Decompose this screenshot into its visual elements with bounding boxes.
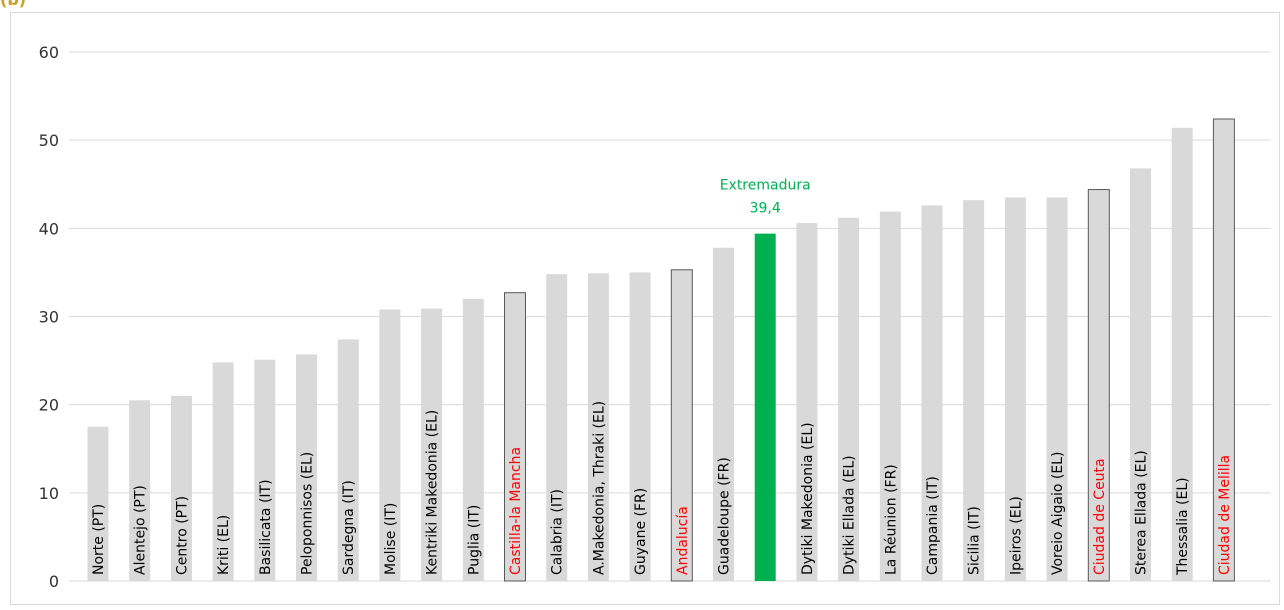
category-label: Centro (PT)	[174, 496, 190, 575]
y-tick-label: 10	[39, 484, 59, 503]
category-label: Molise (IT)	[383, 503, 399, 575]
category-label: Sterea Ellada (EL)	[1134, 450, 1150, 575]
category-label: Ciudad de Ceuta	[1092, 458, 1108, 575]
bar-extremadura	[755, 234, 776, 581]
category-label: Kriti (EL)	[216, 515, 232, 575]
category-label: Kentriki Makedonia (EL)	[425, 410, 441, 575]
category-label: La Réunion (FR)	[883, 464, 899, 575]
category-label: Peloponnisos (EL)	[300, 452, 316, 575]
y-tick-label: 20	[39, 396, 59, 415]
highlight-annotation: Extremadura 39,4	[720, 178, 811, 217]
category-label: Thessalia (EL)	[1175, 477, 1191, 576]
category-label: Voreio Aigaio (EL)	[1050, 452, 1066, 575]
panel-label: (b)	[0, 0, 26, 9]
category-label: Basilicata (IT)	[258, 479, 274, 575]
category-label: Guadeloupe (FR)	[717, 457, 733, 575]
highlight-value-label: 39,4	[750, 201, 781, 217]
category-label: Norte (PT)	[91, 504, 107, 575]
category-label: Calabria (IT)	[550, 489, 566, 575]
y-axis: 0 10 20 30 40 50 60	[39, 43, 59, 591]
y-tick-label: 0	[49, 572, 59, 591]
category-label: Alentejo (PT)	[133, 485, 149, 575]
category-label: Guyane (FR)	[633, 488, 649, 575]
highlight-name-label: Extremadura	[720, 178, 811, 194]
category-label: Campania (IT)	[925, 476, 941, 575]
category-label: Dytiki Makedonia (EL)	[800, 422, 816, 575]
category-label: Ipeiros (EL)	[1008, 496, 1024, 575]
y-tick-label: 50	[39, 131, 59, 150]
category-label: Sardegna (IT)	[341, 480, 357, 575]
y-tick-label: 60	[39, 43, 59, 62]
category-label: Puglia (IT)	[466, 505, 482, 575]
category-label: Ciudad de Melilla	[1217, 455, 1233, 575]
y-tick-label: 40	[39, 219, 59, 238]
category-label: Sicilia (IT)	[967, 506, 983, 575]
category-label: Dytiki Ellada (EL)	[842, 455, 858, 575]
category-label: A.Makedonia, Thraki (EL)	[591, 401, 607, 575]
chart-frame: 0 10 20 30 40 50 60 Norte (PT) Alentejo (PT) Cen…	[10, 12, 1280, 605]
category-label: Castilla-la Mancha	[508, 447, 524, 575]
y-tick-label: 30	[39, 308, 59, 327]
bar-chart: 0 10 20 30 40 50 60 Norte (PT) Alentejo (PT) Cen…	[11, 13, 1279, 604]
category-label: Andalucía	[675, 506, 691, 575]
